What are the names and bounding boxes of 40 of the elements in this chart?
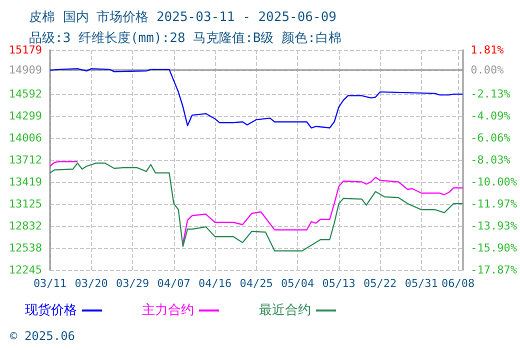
y2-tick-label: -6.06% (470, 131, 511, 144)
y2-tick-label: 0.00% (470, 64, 504, 77)
legend-label: 现货价格 (25, 303, 77, 318)
x-tick-label: 05/22 (364, 277, 397, 290)
x-tick-label: 05/31 (404, 277, 438, 290)
y2-tick-label: -10.00% (470, 176, 518, 189)
y-tick-label: 15179 (8, 44, 42, 56)
x-tick-label: 06/08 (441, 277, 475, 290)
y-tick-label: 14299 (8, 109, 42, 122)
y2-tick-label: -2.13% (470, 88, 511, 101)
y-tick-label: 14909 (8, 64, 42, 77)
chart-subtitle: 品级:3 纤维长度(mm):28 马克隆值:B级 颜色:白棉 (29, 30, 342, 46)
y-tick-label: 12245 (8, 264, 42, 276)
y2-tick-label: 1.81% (470, 44, 504, 56)
y2-tick-label: -4.09% (470, 109, 511, 122)
y-tick-label: 14592 (8, 88, 42, 101)
y2-tick-label: -11.97% (470, 198, 518, 211)
y-tick-label: 12832 (8, 219, 42, 232)
y-tick-label: 14006 (8, 131, 42, 144)
y2-tick-label: -8.03% (470, 154, 511, 166)
y-tick-label: 13419 (8, 175, 42, 188)
x-tick-label: 05/13 (322, 277, 356, 290)
text: © 2025.06 (10, 329, 76, 343)
x-tick-label: 03/29 (116, 277, 150, 290)
y-tick-label: 13712 (8, 154, 42, 166)
x-tick-label: 04/16 (198, 277, 232, 290)
x-tick-label: 05/04 (281, 277, 315, 290)
x-tick-label: 03/11 (33, 277, 67, 290)
legend-label: 主力合约 (142, 302, 194, 318)
legend-label: 最近合约 (259, 303, 311, 318)
line-series (49, 68, 464, 129)
y-tick-label: 13125 (8, 198, 42, 211)
y2-tick-label: -13.93% (470, 219, 518, 232)
y2-tick-label: -15.90% (470, 241, 518, 254)
x-tick-label: 04/25 (240, 277, 273, 290)
x-tick-label: 04/07 (157, 277, 190, 290)
x-tick-label: 03/20 (74, 277, 108, 290)
y2-tick-label: -17.87% (470, 264, 518, 276)
y-tick-label: 12538 (8, 242, 42, 255)
chart-title: 皮棉 国内 市场价格 2025-03-11 - 2025-06-09 (29, 10, 336, 25)
